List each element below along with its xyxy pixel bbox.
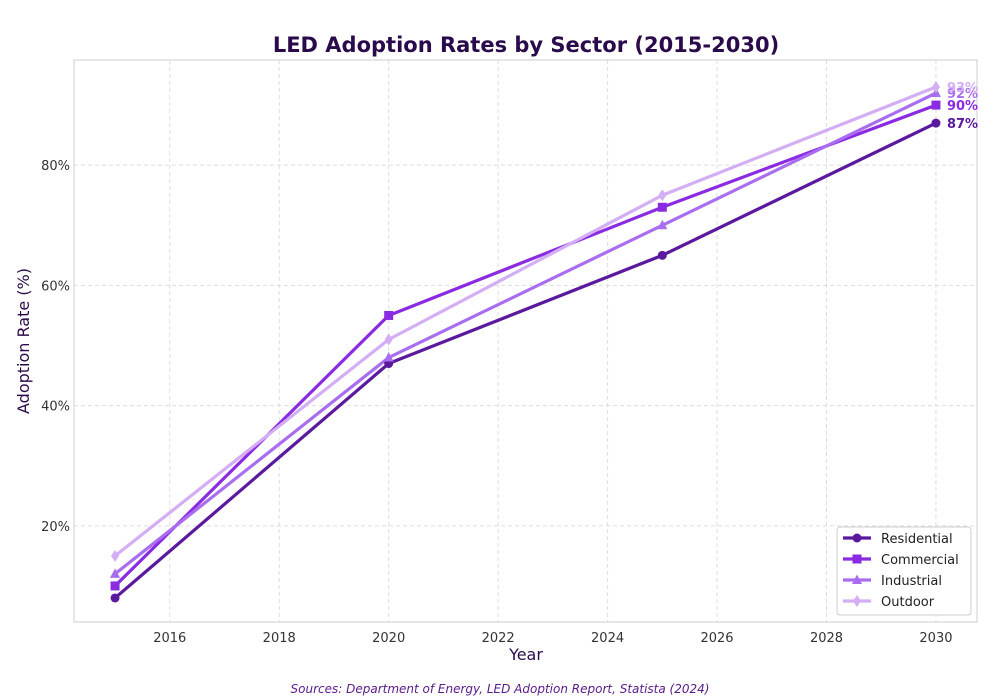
- x-axis-label: Year: [508, 645, 543, 664]
- data-point-industrial: [110, 568, 121, 578]
- y-axis-label: Adoption Rate (%): [14, 268, 33, 414]
- x-axis-ticks: 2016 2018 2020 2022 2024 2026 2028 2030: [153, 631, 952, 646]
- data-point-outdoor: [931, 81, 940, 94]
- x-tick-label: 2016: [153, 631, 186, 646]
- legend-marker-outdoor: [853, 595, 861, 607]
- x-tick-label: 2028: [810, 631, 843, 646]
- data-point-industrial: [383, 352, 394, 362]
- y-tick-label: 40%: [41, 400, 70, 415]
- end-label-industrial: 92%: [947, 87, 978, 102]
- legend-item-industrial: Industrial: [843, 574, 942, 589]
- data-point-outdoor: [384, 333, 393, 346]
- legend-marker-commercial: [852, 554, 862, 564]
- y-axis-ticks: 20% 40% 60% 80%: [41, 159, 70, 535]
- legend-marker-industrial: [852, 574, 862, 584]
- legend-label-outdoor: Outdoor: [881, 595, 935, 610]
- legend-label-commercial: Commercial: [881, 553, 959, 568]
- legend-marker-residential: [852, 533, 862, 543]
- data-point-industrial: [657, 219, 668, 230]
- data-point-residential: [110, 593, 120, 603]
- end-label-residential: 87%: [947, 117, 978, 132]
- end-label-outdoor: 93%: [947, 81, 978, 96]
- x-tick-label: 2024: [591, 631, 624, 646]
- x-tick-label: 2018: [263, 631, 296, 646]
- legend-label-industrial: Industrial: [881, 574, 942, 589]
- data-point-residential: [931, 118, 941, 128]
- series-line-outdoor: [113, 85, 938, 558]
- legend-item-commercial: Commercial: [843, 553, 959, 568]
- x-tick-label: 2030: [919, 631, 952, 646]
- legend-box: [836, 526, 972, 616]
- data-point-residential: [657, 250, 667, 260]
- source-note: Sources: Department of Energy, LED Adopt…: [291, 682, 710, 696]
- data-point-commercial: [384, 310, 394, 320]
- data-point-commercial: [657, 202, 667, 212]
- y-tick-label: 80%: [41, 159, 70, 174]
- legend-item-outdoor: Outdoor: [843, 595, 935, 610]
- data-point-outdoor: [111, 549, 120, 562]
- series-line-commercial: [113, 103, 938, 588]
- series-line-industrial: [113, 91, 938, 576]
- series-markers: [110, 81, 941, 603]
- chart-title: LED Adoption Rates by Sector (2015-2030): [273, 33, 779, 57]
- legend: Residential Commercial Industrial Outdoor: [836, 526, 972, 616]
- y-tick-label: 20%: [41, 520, 70, 535]
- y-tick-label: 60%: [41, 279, 70, 294]
- x-tick-label: 2022: [482, 631, 515, 646]
- data-point-commercial: [931, 100, 941, 110]
- end-labels: 87% 90%92%93%: [947, 81, 978, 132]
- data-point-outdoor: [658, 189, 667, 202]
- legend-item-residential: Residential: [843, 532, 953, 547]
- x-tick-label: 2020: [372, 631, 405, 646]
- end-label-commercial: 90%: [947, 99, 978, 114]
- series-line-residential: [113, 121, 938, 600]
- x-tick-label: 2026: [700, 631, 733, 646]
- data-point-commercial: [110, 581, 120, 591]
- series-lines: [113, 85, 938, 600]
- legend-label-residential: Residential: [881, 532, 953, 547]
- grid-lines: [74, 60, 977, 622]
